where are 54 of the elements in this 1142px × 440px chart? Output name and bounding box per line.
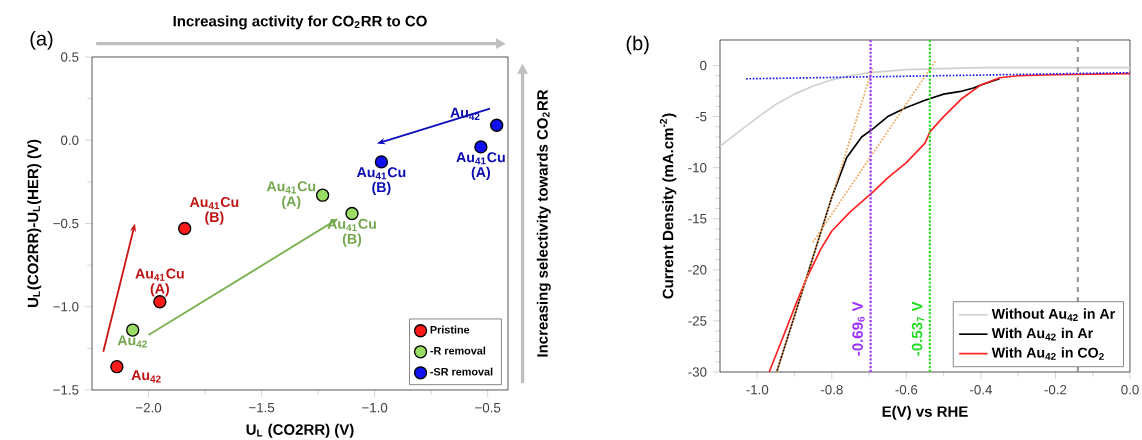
legend-label: With Au$_{42}$ in Ar bbox=[991, 327, 1093, 341]
annotation: Au$_{42}$ bbox=[131, 370, 161, 383]
point bbox=[474, 140, 488, 154]
legend-label: With Au$_{42}$ in CO$_{2}$ bbox=[991, 347, 1104, 360]
x-tick-label: −1.5 bbox=[249, 402, 275, 413]
y-tick-label: 0.0 bbox=[61, 135, 79, 145]
ref-line-label: -0.53$_{7}$ V bbox=[911, 301, 924, 356]
x-axis-title: E(V) vs RHE bbox=[882, 405, 968, 420]
x-tick-label: -0.4 bbox=[970, 384, 993, 395]
annotation: Au$_{42}$ bbox=[450, 107, 480, 120]
legend-label: -SR removal bbox=[430, 367, 493, 376]
y-tick-label: 0 bbox=[700, 60, 707, 71]
y-tick-label: -25 bbox=[688, 316, 707, 326]
text: Increasing selectivity towards CO$_{2}$RR bbox=[536, 89, 551, 357]
x-tick-label: −2.0 bbox=[136, 402, 162, 413]
y-tick-label: -15 bbox=[688, 214, 707, 224]
x-tick-label: 0.0 bbox=[1121, 384, 1139, 395]
y-tick-label: -30 bbox=[688, 367, 707, 377]
legend-label: Pristine bbox=[430, 325, 470, 334]
x-tick-label: -1.0 bbox=[746, 384, 769, 395]
point bbox=[345, 206, 359, 221]
chart-title: (a) bbox=[30, 31, 53, 50]
y-tick-label: -5 bbox=[695, 111, 707, 122]
point bbox=[490, 118, 504, 132]
line-series bbox=[768, 72, 1131, 373]
y-tick-label: −1.0 bbox=[53, 302, 79, 312]
y-axis-title: Current Density (mA.cm$^{-2}$) bbox=[659, 113, 677, 299]
legend-label: -R removal bbox=[430, 346, 486, 355]
point bbox=[315, 188, 330, 202]
annotation: Au$_{41}$Cu (A) bbox=[266, 181, 316, 210]
y-tick-label: -20 bbox=[688, 265, 707, 275]
point bbox=[178, 221, 192, 236]
y-tick-label: −0.5 bbox=[53, 218, 79, 229]
y-tick-label: -10 bbox=[688, 162, 707, 173]
point bbox=[110, 360, 124, 374]
x-tick-label: -0.8 bbox=[820, 384, 843, 395]
x-tick-label: −1.0 bbox=[362, 402, 388, 413]
x-tick-label: −0.5 bbox=[475, 402, 501, 413]
point bbox=[374, 155, 389, 169]
annotation: Au$_{41}$Cu (A) bbox=[135, 268, 184, 297]
annotation: Au$_{41}$Cu (A) bbox=[456, 152, 505, 181]
annotation: Au$_{41}$Cu (B) bbox=[189, 197, 239, 225]
annotation: Au$_{42}$ bbox=[117, 335, 147, 348]
y-tick-label: 0.5 bbox=[61, 52, 79, 62]
annotation: Au$_{41}$Cu (B) bbox=[327, 218, 376, 247]
chart-title: (b) bbox=[626, 35, 649, 55]
text: Increasing activity for CO$_{2}$RR to CO bbox=[173, 15, 427, 30]
ref-line-label: -0.69$_{6}$ V bbox=[852, 301, 865, 356]
x-axis-title: U$_{L}$ (CO2RR) (V) bbox=[246, 423, 354, 438]
x-tick-label: -0.6 bbox=[895, 384, 918, 395]
y-axis-title: U$_{L}$(CO2RR)-U$_{L}$(HER) (V) bbox=[27, 139, 42, 308]
annotation: Au$_{41}$Cu (B) bbox=[356, 167, 406, 196]
legend-label: Without Au$_{42}$ in Ar bbox=[991, 308, 1115, 321]
x-tick-label: -0.2 bbox=[1044, 384, 1067, 395]
